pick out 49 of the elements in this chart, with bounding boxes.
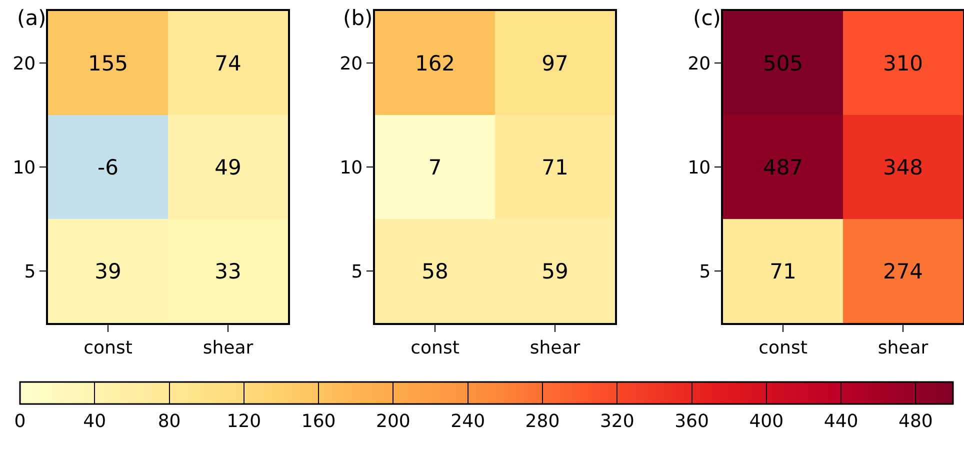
data-label: 58 — [422, 259, 448, 284]
y-tick-label: 5 — [351, 262, 363, 282]
y-tick-label: 20 — [688, 53, 711, 74]
y-tick-label: 10 — [688, 157, 711, 178]
data-label: 71 — [770, 259, 796, 284]
x-tick-label: const — [84, 338, 132, 359]
color-bar-label: 120 — [226, 410, 262, 432]
color-bar-label: 400 — [749, 410, 784, 432]
y-tick-label: 10 — [340, 157, 363, 178]
color-bar-label: 0 — [14, 410, 26, 432]
chart-title: (a) — [17, 6, 46, 30]
color-bar-label: 360 — [674, 410, 709, 432]
y-tick-label: 20 — [12, 53, 36, 74]
color-bar-label: 480 — [898, 410, 933, 432]
x-tick-label: const — [410, 338, 460, 359]
chart-title: (b) — [343, 6, 373, 30]
y-tick-label: 20 — [340, 53, 363, 74]
data-label: 7 — [428, 155, 442, 180]
data-label: 162 — [414, 51, 456, 76]
data-label: -6 — [98, 155, 118, 180]
color-bar-label: 160 — [301, 410, 336, 432]
color-bar-label: 320 — [600, 410, 634, 432]
color-bar-label: 40 — [83, 410, 106, 432]
y-tick-label: 10 — [12, 157, 36, 178]
data-label: 49 — [214, 155, 242, 180]
y-tick-label: 5 — [24, 262, 36, 282]
data-label: 348 — [882, 155, 924, 180]
data-label: 155 — [88, 51, 128, 76]
data-label: 74 — [214, 51, 242, 76]
data-label: 310 — [882, 51, 924, 76]
color-bar-label: 200 — [376, 410, 410, 432]
x-tick-label: shear — [530, 338, 581, 359]
data-label: 97 — [542, 51, 568, 76]
data-label: 33 — [214, 259, 242, 284]
color-bar-label: 80 — [158, 410, 181, 432]
y-tick-label: 5 — [699, 262, 711, 282]
x-tick-label: const — [758, 338, 808, 359]
color-bar-label: 280 — [525, 410, 560, 432]
data-label: 71 — [542, 155, 568, 180]
x-tick-label: shear — [878, 338, 929, 359]
chart-title: (c) — [693, 6, 721, 30]
data-label: 487 — [762, 155, 804, 180]
data-label: 59 — [542, 259, 568, 284]
color-bar-label: 440 — [824, 410, 858, 432]
data-label: 505 — [762, 51, 804, 76]
data-label: 39 — [94, 259, 122, 284]
color-bar-label: 240 — [450, 410, 486, 432]
x-tick-label: shear — [202, 338, 254, 359]
data-label: 274 — [882, 259, 924, 284]
